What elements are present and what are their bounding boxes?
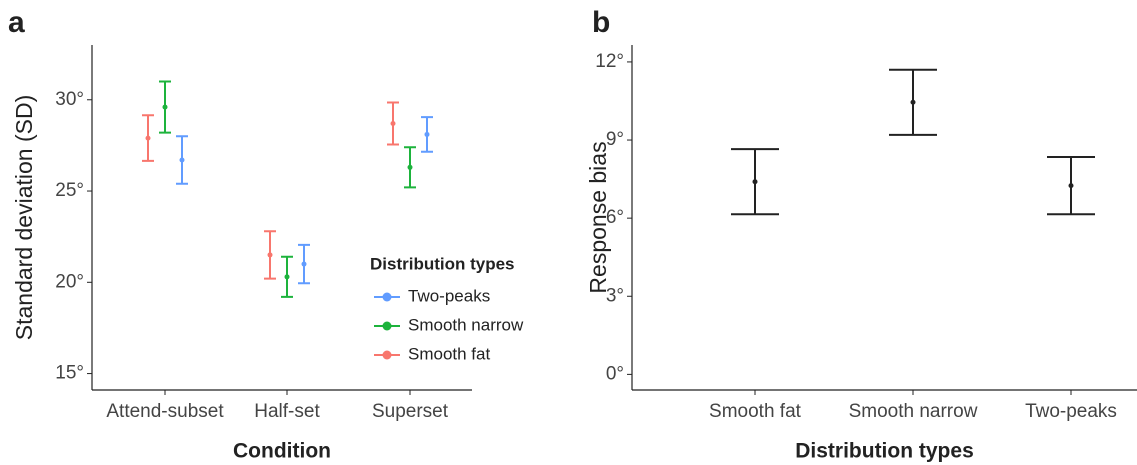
- point: [390, 120, 396, 126]
- legend-dot: [382, 292, 392, 302]
- x-tick-label: Smooth fat: [709, 401, 802, 422]
- legend-label: Smooth narrow: [408, 315, 524, 334]
- panel-label: b: [592, 6, 610, 39]
- y-tick-label: 3°: [606, 285, 624, 306]
- point: [424, 131, 430, 137]
- point: [145, 135, 151, 141]
- y-axis-title: Response bias: [585, 141, 611, 293]
- legend-label: Smooth fat: [408, 344, 490, 363]
- x-tick-label: Two-peaks: [1025, 401, 1117, 422]
- point: [910, 99, 916, 105]
- panel-label: a: [8, 6, 25, 39]
- x-tick-label: Attend-subset: [106, 401, 224, 422]
- x-axis-title: Distribution types: [795, 440, 974, 463]
- legend-dot: [382, 321, 392, 331]
- y-tick-label: 15°: [55, 363, 84, 384]
- y-tick-label: 30°: [55, 89, 84, 110]
- y-axis-title: Standard deviation (SD): [11, 95, 37, 340]
- y-tick-label: 20°: [55, 271, 84, 292]
- y-tick-label: 25°: [55, 180, 84, 201]
- point: [284, 274, 290, 280]
- legend-dot: [382, 350, 392, 360]
- point: [752, 179, 758, 185]
- x-tick-label: Smooth narrow: [849, 401, 978, 422]
- point: [179, 157, 185, 163]
- y-tick-label: 9°: [606, 129, 624, 150]
- point: [301, 261, 307, 267]
- legend-title: Distribution types: [370, 254, 515, 273]
- x-tick-label: Half-set: [254, 401, 320, 422]
- point: [162, 104, 168, 110]
- legend-label: Two-peaks: [408, 286, 490, 305]
- y-tick-label: 0°: [606, 363, 624, 384]
- x-axis-title: Condition: [233, 440, 331, 463]
- y-tick-label: 12°: [595, 51, 624, 72]
- point: [1068, 183, 1074, 189]
- x-tick-label: Superset: [372, 401, 449, 422]
- y-tick-label: 6°: [606, 207, 624, 228]
- point: [267, 252, 273, 258]
- point: [407, 164, 413, 170]
